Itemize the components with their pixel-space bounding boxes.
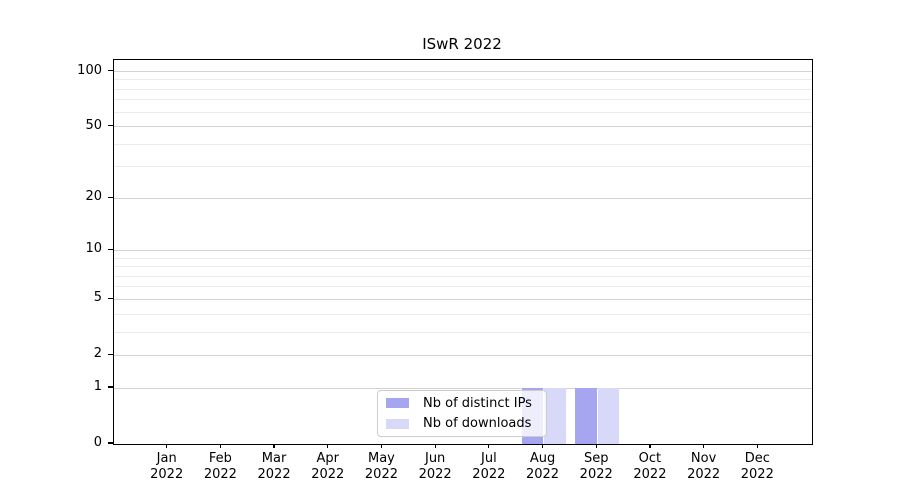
legend-swatch-distinct-ips-icon	[386, 398, 409, 409]
x-tick-mark	[219, 444, 221, 448]
x-tick-mark	[649, 444, 651, 448]
x-tick-mark	[541, 444, 544, 448]
y-tick-mark	[108, 196, 113, 198]
x-tick-label: Apr 2022	[311, 451, 345, 482]
y-tick-mark	[108, 297, 113, 299]
gridline-minor	[114, 79, 812, 81]
y-tick-mark	[108, 386, 113, 388]
x-tick-mark	[166, 444, 168, 448]
x-tick-label: Jan 2022	[150, 451, 184, 482]
y-tick-label: 20	[85, 189, 102, 205]
y-tick-label: 100	[77, 62, 102, 78]
gridline-minor	[114, 143, 812, 145]
gridline-major	[114, 249, 812, 251]
gridline-major	[114, 126, 812, 128]
plot-area	[113, 59, 813, 445]
x-tick-mark	[327, 444, 329, 448]
y-tick-label: 1	[93, 379, 102, 395]
y-tick-mark	[108, 69, 113, 72]
x-tick-label: Jul 2022	[472, 451, 506, 482]
legend-label-distinct-ips: Nb of distinct IPs	[423, 395, 532, 411]
x-tick-mark	[273, 444, 275, 448]
x-tick-mark	[488, 444, 490, 448]
gridline-major	[114, 71, 812, 72]
gridline-minor	[114, 88, 812, 90]
x-tick-label: Mar 2022	[257, 451, 291, 482]
y-tick-label: 2	[93, 346, 102, 362]
bar-sep-2022-ips	[575, 388, 597, 444]
x-tick-label: Oct 2022	[633, 451, 667, 482]
bar-aug-2022-downloads	[544, 388, 566, 444]
gridline-minor	[114, 257, 812, 259]
legend: Nb of distinct IPs Nb of downloads	[377, 390, 547, 437]
x-tick-mark	[756, 444, 758, 448]
x-tick-mark	[434, 444, 436, 448]
x-tick-mark	[595, 444, 597, 448]
legend-item-distinct-ips: Nb of distinct IPs	[386, 393, 538, 413]
chart-title: ISwR 2022	[422, 35, 502, 53]
gridline-minor	[114, 331, 812, 333]
x-tick-label: Nov 2022	[687, 451, 721, 482]
x-tick-label: Aug 2022	[525, 451, 560, 482]
bar-sep-2022-downloads	[597, 388, 620, 444]
gridline-minor	[114, 266, 812, 268]
gridline-minor	[114, 111, 812, 113]
legend-label-downloads: Nb of downloads	[423, 416, 532, 432]
gridline-major	[114, 387, 812, 389]
gridline-minor	[114, 99, 812, 101]
y-tick-mark	[108, 353, 113, 355]
x-tick-mark	[380, 444, 383, 448]
y-tick-label: 10	[85, 241, 102, 257]
y-tick-mark	[108, 125, 113, 127]
gridline-minor	[114, 313, 812, 315]
gridline-major	[114, 298, 812, 300]
x-tick-label: Dec 2022	[740, 451, 774, 482]
x-tick-mark	[703, 444, 705, 448]
y-tick-mark	[108, 248, 113, 251]
gridline-major	[114, 354, 812, 356]
x-tick-label: Jun 2022	[418, 451, 452, 482]
gridline-minor	[114, 166, 812, 168]
x-tick-label: Sep 2022	[579, 451, 613, 482]
x-tick-label: May 2022	[364, 451, 398, 482]
gridline-minor	[114, 275, 812, 277]
gridline-major	[114, 197, 812, 199]
y-tick-label: 0	[93, 435, 102, 450]
y-tick-mark	[108, 442, 113, 444]
x-tick-label: Feb 2022	[203, 451, 237, 482]
legend-item-downloads: Nb of downloads	[386, 414, 538, 434]
gridline-minor	[114, 286, 812, 288]
legend-swatch-downloads-icon	[386, 418, 409, 429]
y-tick-label: 5	[93, 290, 102, 306]
y-tick-label: 50	[85, 117, 102, 133]
